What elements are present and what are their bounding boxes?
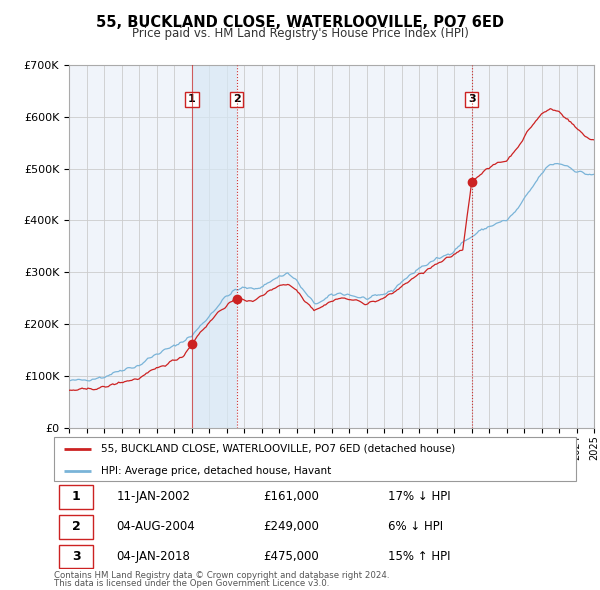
Text: £249,000: £249,000 [263, 520, 319, 533]
Text: 17% ↓ HPI: 17% ↓ HPI [388, 490, 451, 503]
Text: 2: 2 [233, 94, 241, 104]
Text: 3: 3 [72, 550, 80, 563]
Text: 15% ↑ HPI: 15% ↑ HPI [388, 550, 451, 563]
Text: HPI: Average price, detached house, Havant: HPI: Average price, detached house, Hava… [101, 466, 331, 476]
FancyBboxPatch shape [54, 437, 576, 481]
Text: Price paid vs. HM Land Registry's House Price Index (HPI): Price paid vs. HM Land Registry's House … [131, 27, 469, 40]
Text: 2: 2 [72, 520, 80, 533]
Text: 55, BUCKLAND CLOSE, WATERLOOVILLE, PO7 6ED (detached house): 55, BUCKLAND CLOSE, WATERLOOVILLE, PO7 6… [101, 444, 455, 454]
Text: 3: 3 [468, 94, 475, 104]
Text: 04-AUG-2004: 04-AUG-2004 [116, 520, 196, 533]
Text: 1: 1 [72, 490, 80, 503]
Text: 1: 1 [188, 94, 196, 104]
FancyBboxPatch shape [59, 484, 93, 509]
Text: £475,000: £475,000 [263, 550, 319, 563]
Text: 55, BUCKLAND CLOSE, WATERLOOVILLE, PO7 6ED: 55, BUCKLAND CLOSE, WATERLOOVILLE, PO7 6… [96, 15, 504, 30]
Text: Contains HM Land Registry data © Crown copyright and database right 2024.: Contains HM Land Registry data © Crown c… [54, 571, 389, 579]
Text: 11-JAN-2002: 11-JAN-2002 [116, 490, 191, 503]
Text: 04-JAN-2018: 04-JAN-2018 [116, 550, 191, 563]
Text: This data is licensed under the Open Government Licence v3.0.: This data is licensed under the Open Gov… [54, 579, 329, 588]
FancyBboxPatch shape [59, 514, 93, 539]
FancyBboxPatch shape [59, 545, 93, 569]
Bar [192, 65, 236, 428]
Text: 6% ↓ HPI: 6% ↓ HPI [388, 520, 443, 533]
Text: £161,000: £161,000 [263, 490, 319, 503]
